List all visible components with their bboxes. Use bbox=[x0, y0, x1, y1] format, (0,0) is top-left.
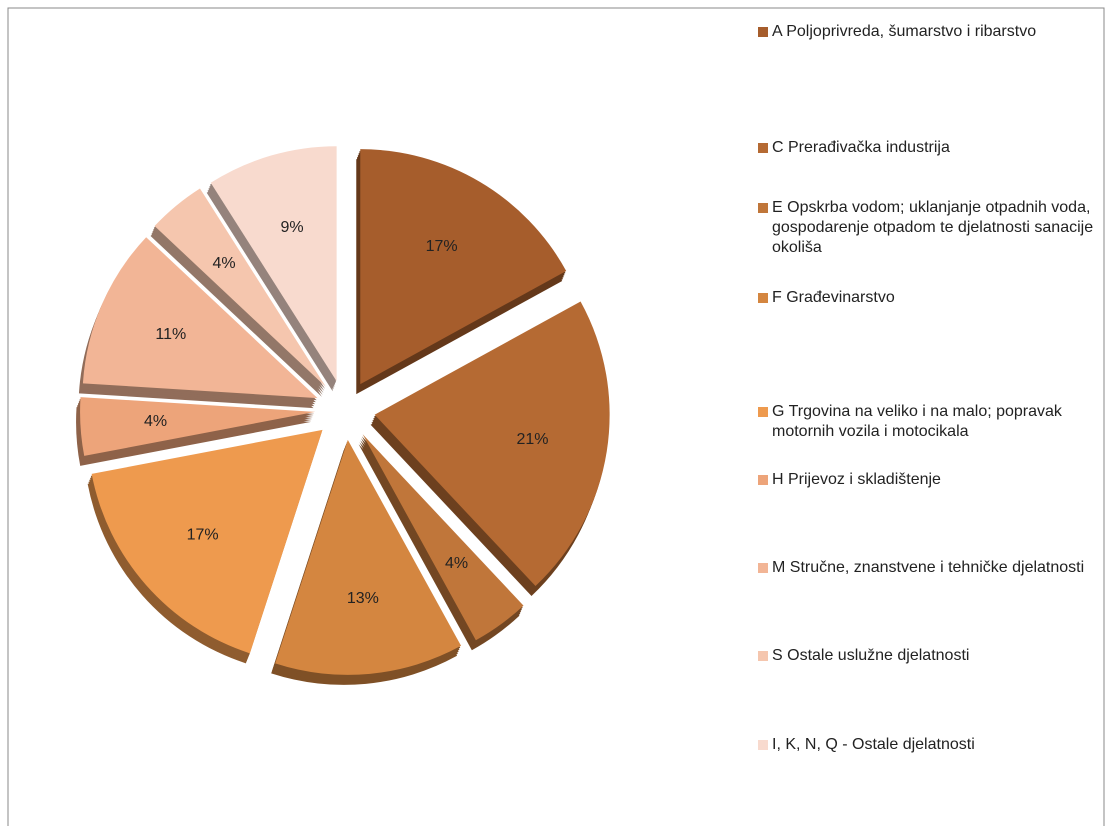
legend-swatch bbox=[758, 27, 768, 37]
chart-border bbox=[7, 7, 1105, 826]
data-label: 4% bbox=[144, 413, 167, 430]
slice bbox=[154, 188, 326, 387]
data-label: 4% bbox=[445, 555, 468, 572]
slice bbox=[91, 429, 323, 654]
legend-item: I, K, N, Q - Ostale djelatnosti bbox=[758, 735, 1107, 755]
legend-label: C Prerađivačka industrija bbox=[772, 139, 950, 156]
legend-label: F Građevinarstvo bbox=[772, 289, 895, 306]
legend-item: M Stručne, znanstvene i tehničke djelatn… bbox=[758, 558, 1107, 578]
data-label: 9% bbox=[280, 219, 303, 236]
legend-item: F Građevinarstvo bbox=[758, 288, 1107, 308]
slice bbox=[374, 301, 610, 587]
data-label: 17% bbox=[187, 527, 219, 544]
legend-item: C Prerađivačka industrija bbox=[758, 138, 1107, 158]
legend-swatch bbox=[758, 475, 768, 485]
legend-item: G Trgovina na veliko i na malo; popravak… bbox=[758, 402, 1107, 442]
legend-label: M Stručne, znanstvene i tehničke djelatn… bbox=[772, 559, 1085, 576]
legend-label: I, K, N, Q - Ostale djelatnosti bbox=[772, 736, 975, 753]
legend-label: H Prijevoz i skladištenje bbox=[772, 471, 941, 488]
data-label: 11% bbox=[155, 326, 186, 343]
legend-item: S Ostale uslužne djelatnosti bbox=[758, 646, 1107, 666]
legend-item: A Poljoprivreda, šumarstvo i ribarstvo bbox=[758, 22, 1107, 42]
data-label: 13% bbox=[347, 590, 379, 607]
legend-swatch bbox=[758, 740, 768, 750]
legend-swatch bbox=[758, 563, 768, 573]
legend-label: G Trgovina na veliko i na malo; popravak… bbox=[772, 403, 1062, 440]
slice bbox=[82, 237, 318, 399]
legend-swatch bbox=[758, 203, 768, 213]
legend-item: E Opskrba vodom; uklanjanje otpadnih vod… bbox=[758, 198, 1107, 258]
slice bbox=[275, 439, 462, 675]
data-label: 4% bbox=[212, 255, 235, 272]
slice bbox=[80, 397, 316, 456]
legend-swatch bbox=[758, 293, 768, 303]
legend-label: A Poljoprivreda, šumarstvo i ribarstvo bbox=[772, 23, 1037, 40]
data-label: 21% bbox=[516, 431, 548, 448]
legend-swatch bbox=[758, 651, 768, 661]
data-label: 17% bbox=[426, 238, 458, 255]
legend-item: H Prijevoz i skladištenje bbox=[758, 470, 1107, 490]
legend-label: E Opskrba vodom; uklanjanje otpadnih vod… bbox=[772, 199, 1094, 256]
legend-swatch bbox=[758, 143, 768, 153]
slice bbox=[210, 146, 337, 382]
legend-swatch bbox=[758, 407, 768, 417]
legend-label: S Ostale uslužne djelatnosti bbox=[772, 647, 970, 664]
slice bbox=[360, 149, 567, 385]
slice bbox=[362, 434, 524, 641]
